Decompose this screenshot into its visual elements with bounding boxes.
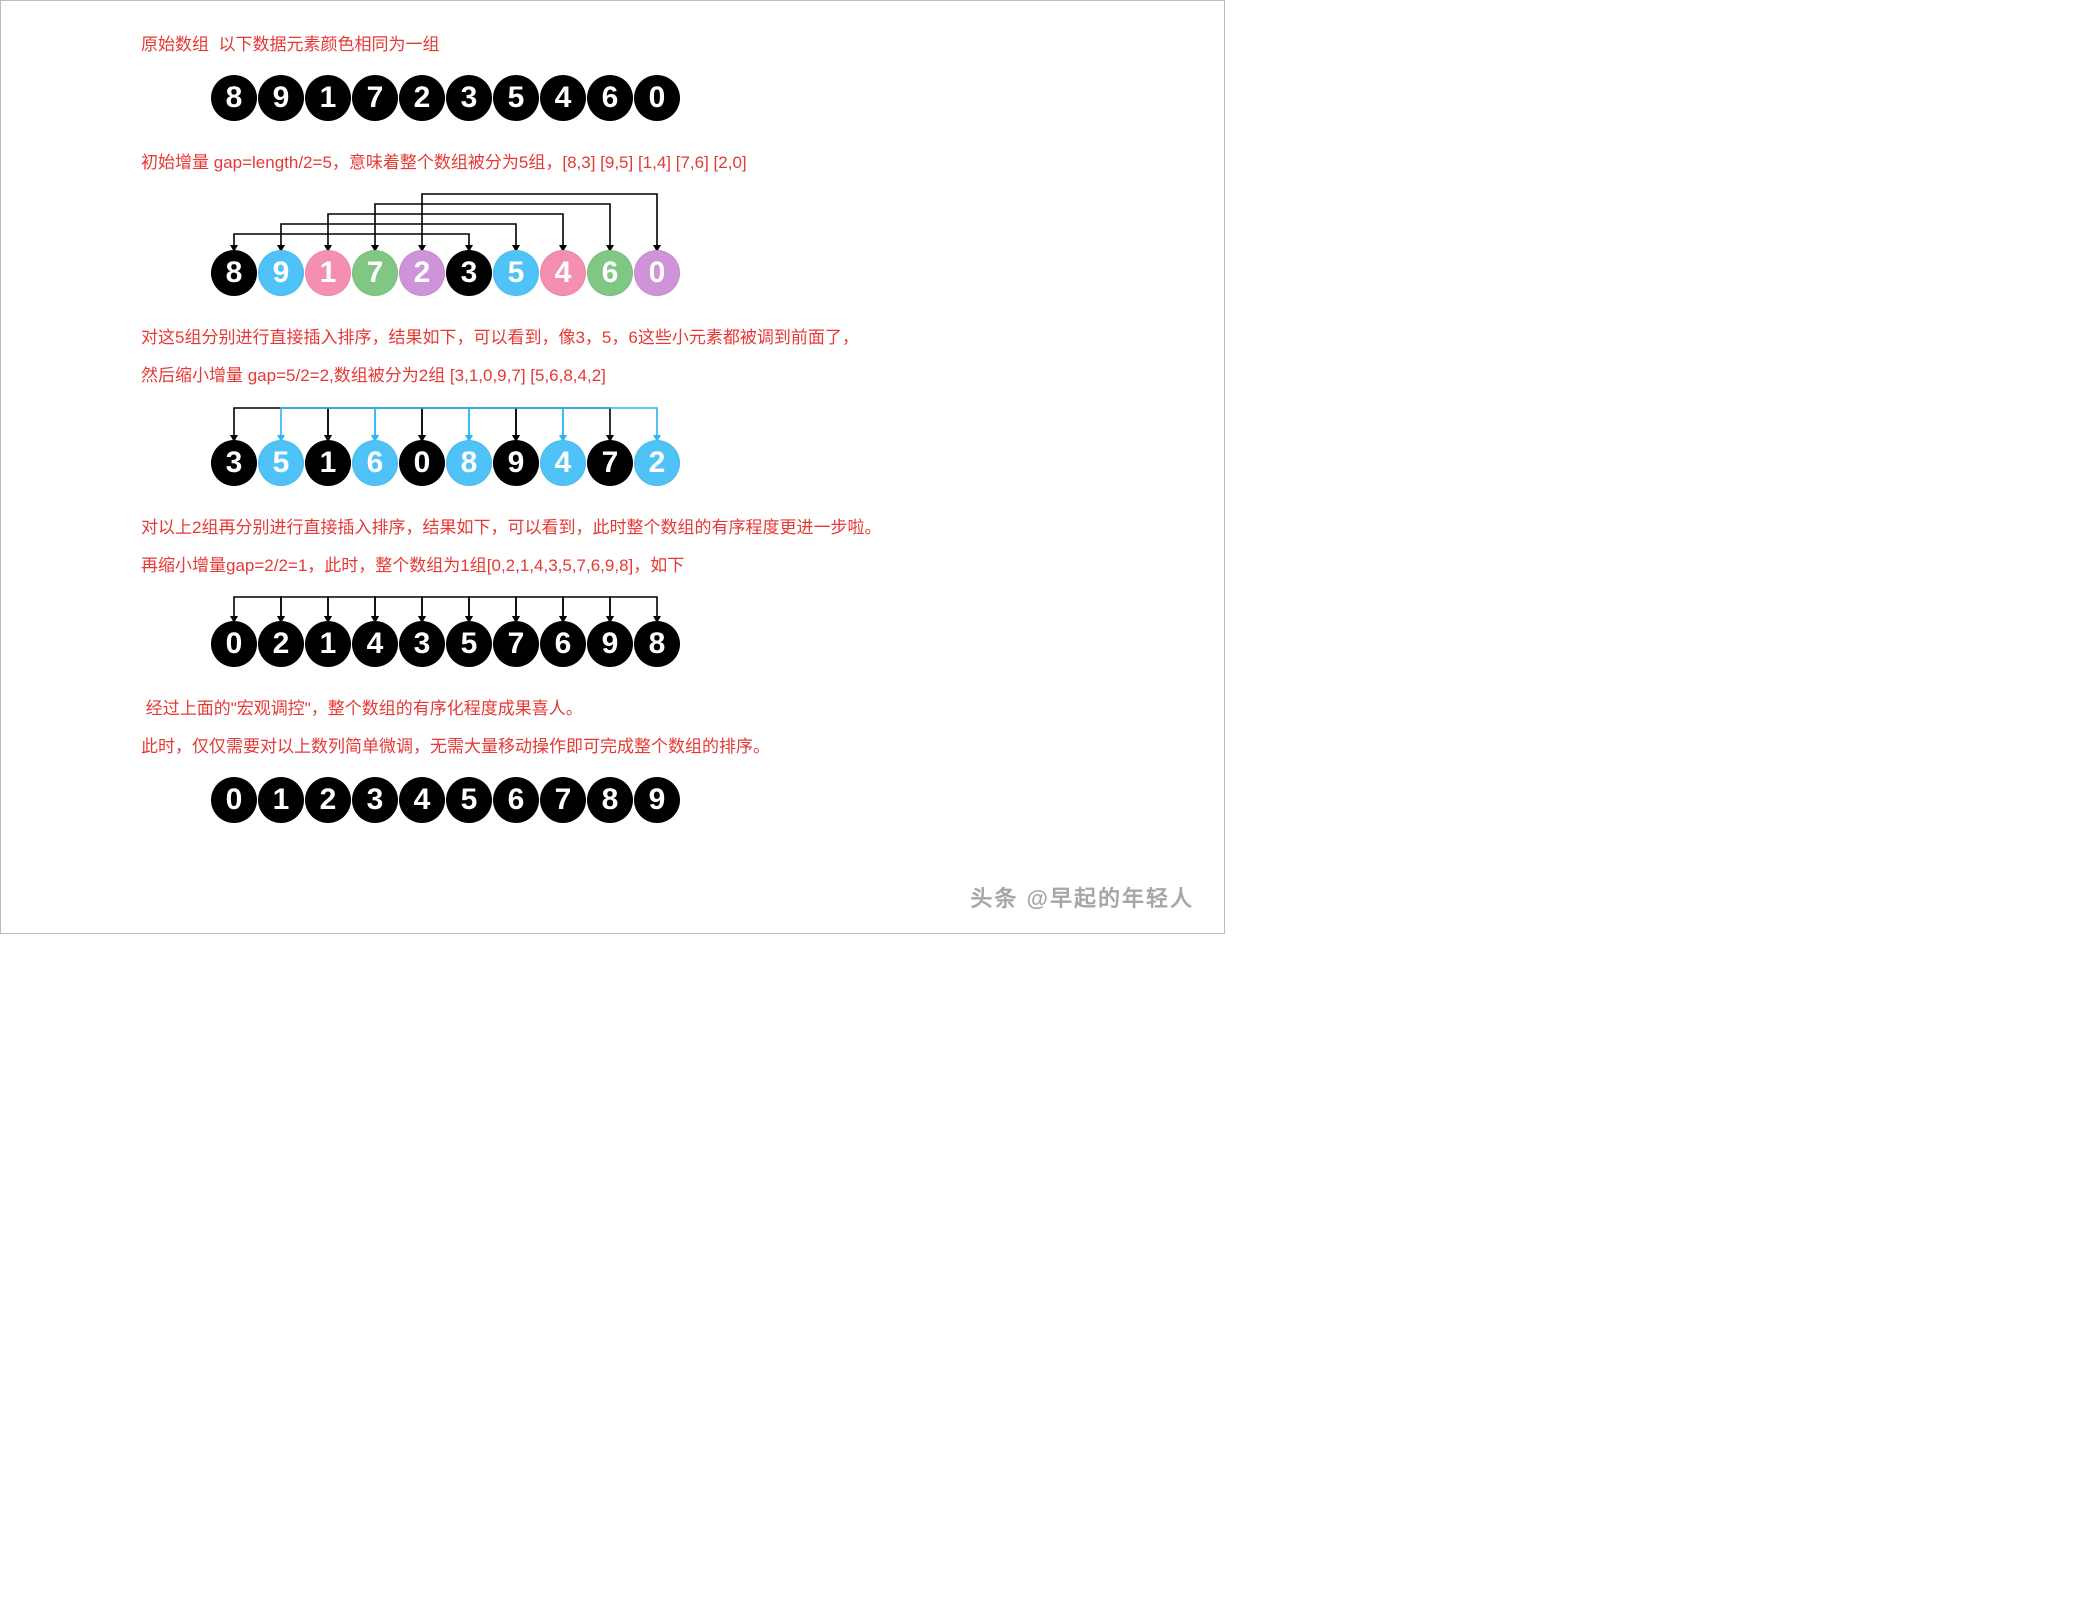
watermark: 头条 @早起的年轻人	[970, 881, 1194, 913]
circle: 0	[211, 621, 257, 667]
circle: 9	[493, 440, 539, 486]
caption-4b: 再缩小增量gap=2/2=1，此时，整个数组为1组[0,2,1,4,3,5,7,…	[141, 550, 1061, 582]
circle: 9	[634, 777, 680, 823]
circle: 3	[446, 75, 492, 121]
circle: 6	[540, 621, 586, 667]
circle: 2	[305, 777, 351, 823]
circle: 1	[258, 777, 304, 823]
circle: 0	[634, 250, 680, 296]
circle: 2	[399, 75, 445, 121]
circle: 7	[540, 777, 586, 823]
circle: 4	[352, 621, 398, 667]
circle: 5	[493, 250, 539, 296]
caption-4a: 对以上2组再分别进行直接插入排序，结果如下，可以看到，此时整个数组的有序程度更进…	[141, 512, 1061, 544]
circle: 0	[399, 440, 445, 486]
circle: 9	[258, 75, 304, 121]
circle: 5	[446, 777, 492, 823]
caption-3a: 对这5组分别进行直接插入排序，结果如下，可以看到，像3，5，6这些小元素都被调到…	[141, 322, 1061, 354]
circle: 9	[587, 621, 633, 667]
circle: 0	[634, 75, 680, 121]
circle: 4	[540, 250, 586, 296]
circle: 1	[305, 250, 351, 296]
array-row-original: 8917235460	[211, 75, 1061, 125]
circle: 8	[211, 250, 257, 296]
circle: 6	[587, 250, 633, 296]
circle: 1	[305, 440, 351, 486]
caption-3b: 然后缩小增量 gap=5/2=2,数组被分为2组 [3,1,0,9,7] [5,…	[141, 360, 1061, 392]
circle: 4	[540, 75, 586, 121]
circle: 2	[399, 250, 445, 296]
circle: 9	[258, 250, 304, 296]
circle: 2	[258, 621, 304, 667]
circle: 1	[305, 621, 351, 667]
caption-1: 原始数组 以下数据元素颜色相同为一组	[141, 29, 1061, 61]
circle: 5	[446, 621, 492, 667]
circle: 7	[493, 621, 539, 667]
circle: 7	[352, 75, 398, 121]
arcs-gap5	[211, 186, 685, 252]
circle: 6	[352, 440, 398, 486]
circle: 7	[352, 250, 398, 296]
circle: 8	[634, 621, 680, 667]
circle: 4	[399, 777, 445, 823]
circle: 5	[258, 440, 304, 486]
caption-5b: 此时，仅仅需要对以上数列简单微调，无需大量移动操作即可完成整个数组的排序。	[141, 731, 1061, 763]
circle: 0	[211, 777, 257, 823]
circle: 3	[211, 440, 257, 486]
array-row-gap1: 0214357698	[211, 621, 1061, 671]
circle: 3	[352, 777, 398, 823]
content-column: 原始数组 以下数据元素颜色相同为一组 8917235460 初始增量 gap=l…	[141, 29, 1061, 849]
circle: 8	[446, 440, 492, 486]
circle: 4	[540, 440, 586, 486]
circle: 6	[493, 777, 539, 823]
caption-5a: 经过上面的"宏观调控"，整个数组的有序化程度成果喜人。	[141, 693, 1061, 725]
array-row-final: 0123456789	[211, 777, 1061, 827]
array-row-gap2: 3516089472	[211, 440, 1061, 490]
circle: 3	[399, 621, 445, 667]
circle: 8	[587, 777, 633, 823]
circle: 8	[211, 75, 257, 121]
caption-2: 初始增量 gap=length/2=5，意味着整个数组被分为5组，[8,3] […	[141, 147, 1061, 179]
circle: 1	[305, 75, 351, 121]
array-row-gap5: 8917235460	[211, 250, 1061, 300]
circle: 7	[587, 440, 633, 486]
circle: 2	[634, 440, 680, 486]
arcs-gap2	[211, 398, 685, 442]
arcs-gap1	[211, 589, 685, 623]
circle: 5	[493, 75, 539, 121]
page-frame: 原始数组 以下数据元素颜色相同为一组 8917235460 初始增量 gap=l…	[0, 0, 1225, 934]
circle: 3	[446, 250, 492, 296]
circle: 6	[587, 75, 633, 121]
